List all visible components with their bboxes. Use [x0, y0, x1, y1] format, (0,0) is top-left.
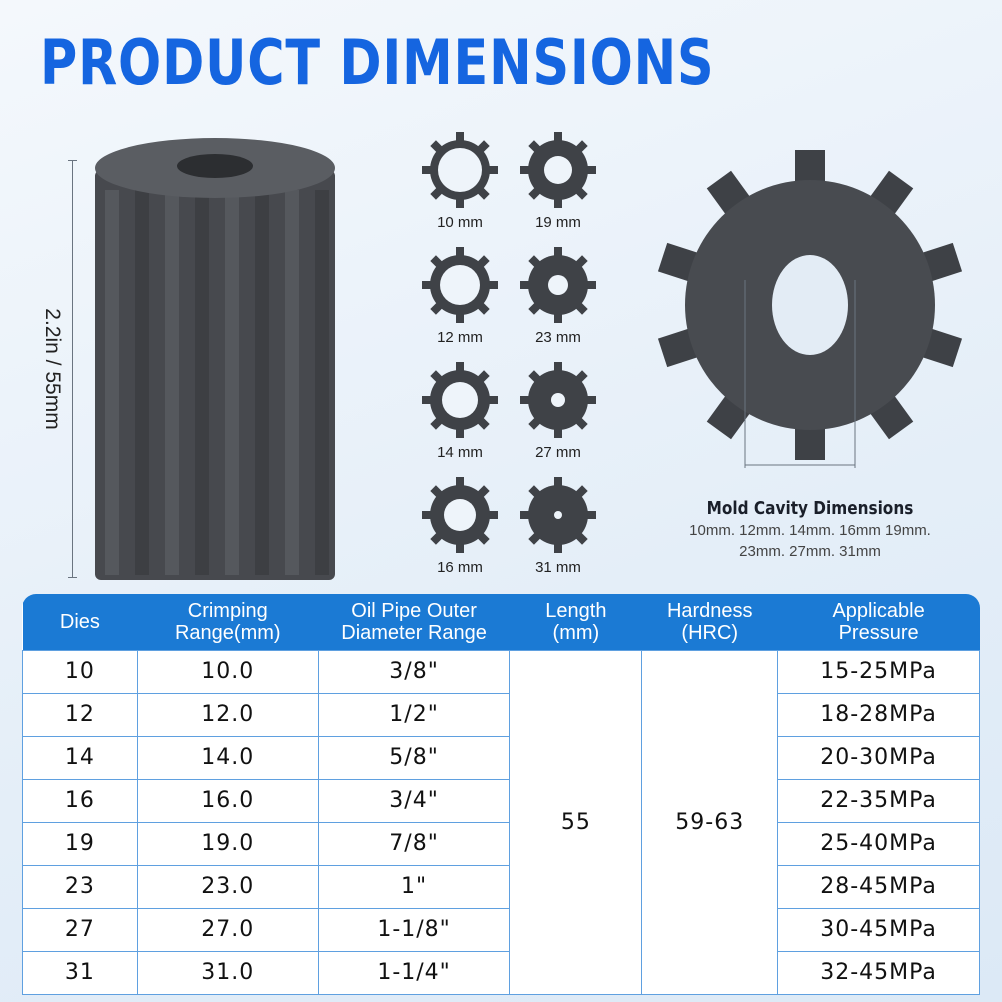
column-header: Length (mm) [509, 594, 642, 650]
height-label: 2.2in / 55mm [41, 308, 64, 430]
die-size-item: 31 mm [518, 475, 598, 576]
dies-cell: 10 [22, 649, 138, 694]
die-size-item: 19 mm [518, 130, 598, 231]
die-cross-section-icon [520, 132, 596, 208]
dies-cell: 23 [22, 864, 138, 909]
pressure-cell: 20-30MPa [777, 735, 980, 780]
table-row: 27 27.0 1-1/8" 30-45MPa [22, 907, 980, 952]
header-line: Dies [59, 610, 100, 633]
crimping-range-cell: 10.0 [136, 649, 319, 694]
die-size-item: 10 mm [420, 130, 500, 231]
dies-cell: 19 [22, 821, 138, 866]
header-line: Crimping [187, 599, 268, 622]
table-row: 19 19.0 7/8" 25-40MPa [22, 821, 980, 866]
spec-table: Dies Crimping Range(mm) Oil Pipe Outer Diame… [22, 594, 980, 995]
header-line: (HRC) [681, 621, 739, 644]
die-size-item: 12 mm [420, 245, 500, 346]
caption-line1: 10mm. 12mm. 14mm. 16mm 19mm. [689, 522, 931, 539]
die-cross-section-icon [520, 247, 596, 323]
header-line: (mm) [552, 621, 600, 644]
dies-cell: 27 [22, 907, 138, 952]
header-line: Oil Pipe Outer [351, 599, 477, 622]
dies-cell: 31 [22, 950, 138, 995]
pipe-diameter-cell: 3/8" [317, 649, 511, 694]
mold-cavity-image [657, 150, 963, 468]
table-row: 12 12.0 1/2" 18-28MPa [22, 692, 980, 737]
die-size-label: 27 mm [535, 444, 581, 461]
dies-cell: 16 [22, 778, 138, 823]
height-dimension-line [68, 160, 77, 578]
table-row: 23 23.0 1" 28-45MPa [22, 864, 980, 909]
column-header: Oil Pipe Outer Diameter Range [318, 594, 510, 650]
header-line: Range(mm) [174, 621, 281, 644]
die-size-label: 23 mm [535, 329, 581, 346]
crimping-range-cell: 16.0 [136, 778, 319, 823]
die-cross-section-icon [422, 477, 498, 553]
header-line: Hardness [666, 599, 753, 622]
pressure-cell: 30-45MPa [777, 907, 980, 952]
header-line: Pressure [838, 621, 919, 644]
crimping-range-cell: 14.0 [136, 735, 319, 780]
pipe-diameter-cell: 3/4" [317, 778, 511, 823]
pipe-diameter-cell: 1/2" [317, 692, 511, 737]
die-size-item: 27 mm [518, 360, 598, 461]
table-row: 31 31.0 1-1/4" 32-45MPa [22, 950, 980, 995]
page-title: PRODUCT DIMENSIONS [40, 26, 715, 99]
table-row: 16 16.0 3/4" 22-35MPa [22, 778, 980, 823]
mold-caption: Mold Cavity Dimensions 10mm. 12mm. 14mm.… [640, 498, 980, 561]
column-header: Applicable Pressure [777, 594, 980, 650]
pressure-cell: 28-45MPa [777, 864, 980, 909]
crimping-range-cell: 12.0 [136, 692, 319, 737]
die-set-cylinder-image [95, 138, 335, 580]
header-line: Applicable [832, 599, 925, 622]
pipe-diameter-cell: 7/8" [317, 821, 511, 866]
caption-line2: 23mm. 27mm. 31mm [739, 543, 881, 560]
pipe-diameter-cell: 5/8" [317, 735, 511, 780]
header-line: Diameter Range [341, 621, 487, 644]
pressure-cell: 32-45MPa [777, 950, 980, 995]
hardness-cell: 59-63 [641, 649, 779, 995]
die-size-item: 16 mm [420, 475, 500, 576]
crimping-range-cell: 19.0 [136, 821, 319, 866]
die-cross-section-icon [520, 362, 596, 438]
die-size-label: 16 mm [437, 559, 483, 576]
column-header: Hardness (HRC) [641, 594, 778, 650]
die-size-label: 12 mm [437, 329, 483, 346]
pipe-diameter-cell: 1" [317, 864, 511, 909]
die-cross-section-icon [422, 247, 498, 323]
die-size-label: 10 mm [437, 214, 483, 231]
crimping-range-cell: 23.0 [136, 864, 319, 909]
die-cross-section-icon [422, 132, 498, 208]
die-size-item: 23 mm [518, 245, 598, 346]
length-cell: 55 [509, 649, 643, 995]
crimping-range-cell: 27.0 [136, 907, 319, 952]
die-size-label: 31 mm [535, 559, 581, 576]
dies-cell: 12 [22, 692, 138, 737]
table-row: 14 14.0 5/8" 20-30MPa [22, 735, 980, 780]
pipe-diameter-cell: 1-1/4" [317, 950, 511, 995]
die-size-label: 14 mm [437, 444, 483, 461]
table-row: 10 10.0 3/8" 55 59-63 15-25MPa [22, 649, 980, 995]
die-cross-section-icon [422, 362, 498, 438]
pressure-cell: 22-35MPa [777, 778, 980, 823]
pressure-cell: 25-40MPa [777, 821, 980, 866]
die-cross-section-icon [520, 477, 596, 553]
pipe-diameter-cell: 1-1/8" [317, 907, 511, 952]
dies-cell: 14 [22, 735, 138, 780]
pressure-cell: 15-25MPa [777, 649, 980, 694]
caption-title: Mold Cavity Dimensions [706, 498, 914, 519]
die-size-item: 14 mm [420, 360, 500, 461]
column-header: Dies [22, 594, 138, 650]
pressure-cell: 18-28MPa [777, 692, 980, 737]
die-size-label: 19 mm [535, 214, 581, 231]
column-header: Crimping Range(mm) [137, 594, 319, 650]
crimping-range-cell: 31.0 [136, 950, 319, 995]
header-line: Length [545, 599, 607, 622]
